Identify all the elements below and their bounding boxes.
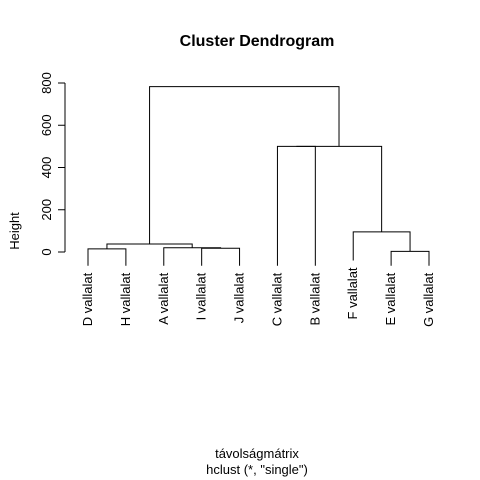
y-tick-label-3: 600 [39, 114, 54, 136]
y-tick-label-0: 0 [39, 248, 54, 255]
branch-8 [296, 145, 383, 232]
leaf-label-4: I vallalat [194, 272, 209, 320]
y-tick-label-2: 400 [39, 157, 54, 179]
leaf-label-3: A vallalat [156, 272, 171, 324]
branch-5 [390, 250, 430, 266]
branch-9 [149, 86, 340, 244]
leaf-label-7: B vallalat [307, 272, 322, 325]
y-axis: 0 200 400 600 800 [39, 72, 66, 256]
method-sublabel: hclust (*, "single") [206, 462, 308, 477]
leaf-label-10: G vallalat [421, 272, 436, 327]
y-tick-label-4: 800 [39, 72, 54, 94]
y-axis-label: Height [7, 212, 22, 250]
x-axis-label: távolságmátrix [215, 446, 299, 461]
leaf-label-5: J vallalat [232, 272, 247, 323]
branch-1 [201, 247, 241, 266]
leaf-label-2: H vallalat [118, 272, 133, 326]
leaf-label-6: C vallalat [269, 272, 284, 326]
branch-4 [106, 243, 193, 249]
dendrogram-branches [87, 86, 430, 266]
branch-2 [163, 247, 222, 266]
y-tick-label-1: 200 [39, 199, 54, 221]
branch-3 [87, 248, 127, 266]
chart-title: Cluster Dendrogram [180, 33, 335, 50]
branch-7 [276, 145, 316, 266]
leaf-label-1: D vallalat [80, 272, 95, 326]
branch-6 [352, 231, 411, 261]
leaf-label-9: E vallalat [383, 272, 398, 325]
leaf-label-8: F vallalat [345, 267, 360, 319]
leaf-labels: D vallalat H vallalat A vallalat I vallalat… [80, 267, 436, 327]
